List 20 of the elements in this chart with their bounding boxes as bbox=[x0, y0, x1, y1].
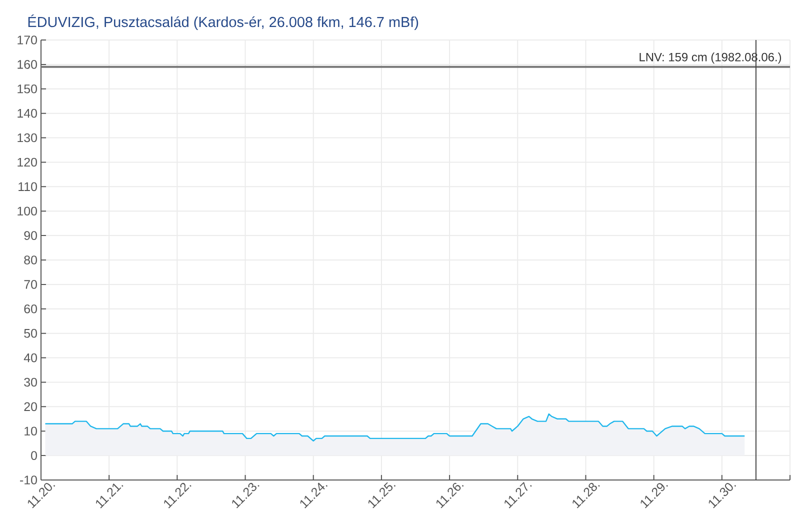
y-tick-label: 60 bbox=[24, 304, 37, 314]
y-tick-label: 150 bbox=[18, 84, 37, 94]
y-tick-label: -10 bbox=[20, 476, 37, 484]
y-tick-label: 20 bbox=[24, 402, 37, 412]
y-tick-label: 40 bbox=[24, 353, 37, 362]
y-tick-label: 70 bbox=[24, 280, 37, 289]
y-tick-label: 50 bbox=[24, 328, 37, 338]
y-tick-label: 30 bbox=[24, 378, 37, 387]
chart-title: ÉDUVIZIG, Pusztacsalád (Kardos-ér, 26.008 fkm, 146.7 mBf) bbox=[28, 14, 418, 30]
y-tick-label: 160 bbox=[18, 60, 37, 69]
y-tick-label: 80 bbox=[24, 256, 37, 264]
y-tick-label: 130 bbox=[18, 133, 37, 142]
y-tick-label: 140 bbox=[18, 108, 37, 118]
y-tick-label: 170 bbox=[18, 36, 37, 44]
y-tick-label: 110 bbox=[18, 182, 37, 192]
y-tick-label: 10 bbox=[24, 426, 37, 436]
y-tick-label: 120 bbox=[18, 158, 37, 167]
y-tick-label: 0 bbox=[31, 451, 37, 460]
y-tick-label: 90 bbox=[24, 231, 37, 240]
y-tick-label: 100 bbox=[18, 206, 37, 216]
